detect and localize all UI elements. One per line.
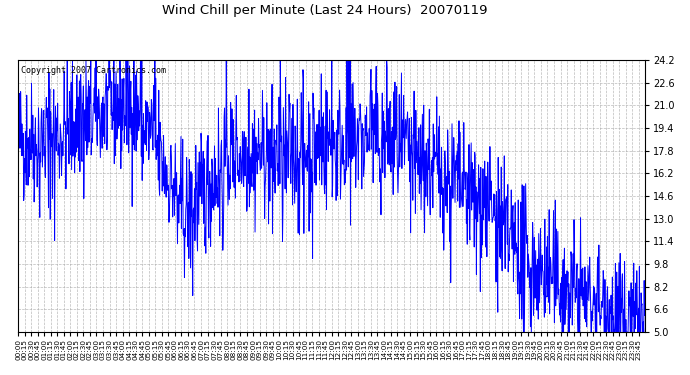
Text: Copyright 2007 Cartronics.com: Copyright 2007 Cartronics.com (21, 66, 166, 75)
Text: Wind Chill per Minute (Last 24 Hours)  20070119: Wind Chill per Minute (Last 24 Hours) 20… (161, 4, 487, 17)
